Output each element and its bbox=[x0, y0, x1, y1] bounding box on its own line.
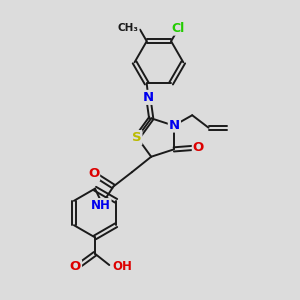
Text: CH₃: CH₃ bbox=[118, 23, 139, 33]
Text: O: O bbox=[70, 260, 81, 273]
Text: Cl: Cl bbox=[172, 22, 185, 34]
Text: N: N bbox=[169, 118, 180, 131]
Text: NH: NH bbox=[91, 199, 111, 212]
Text: N: N bbox=[143, 91, 154, 104]
Text: O: O bbox=[193, 141, 204, 154]
Text: S: S bbox=[132, 131, 141, 144]
Text: O: O bbox=[88, 167, 99, 180]
Text: OH: OH bbox=[113, 260, 133, 273]
